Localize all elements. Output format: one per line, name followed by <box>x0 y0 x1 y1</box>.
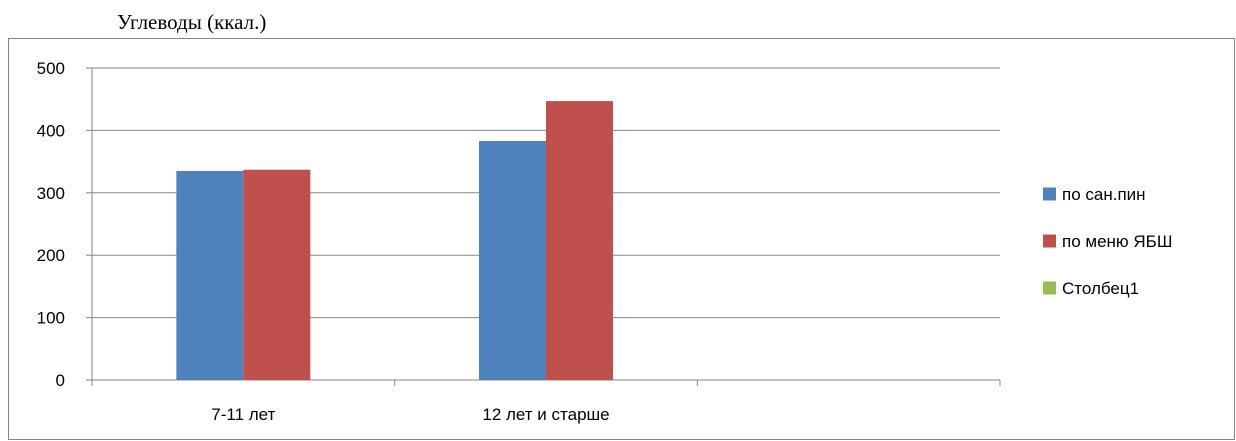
legend-label-0: по сан.пин <box>1062 185 1146 204</box>
y-tick-label: 300 <box>37 184 65 203</box>
legend-swatch-0 <box>1043 187 1056 201</box>
bar-menu-0 <box>243 169 311 380</box>
y-tick-label: 100 <box>37 309 65 328</box>
x-category-label: 12 лет и старше <box>482 405 609 424</box>
x-category-label: 7-11 лет <box>211 405 275 424</box>
bar-sanpin-1 <box>479 141 546 380</box>
chart-area <box>8 38 1235 440</box>
bar-menu-1 <box>546 101 613 381</box>
chart-title: Углеводы (ккал.) <box>117 10 267 34</box>
y-tick-label: 200 <box>37 246 65 265</box>
legend-label-2: Столбец1 <box>1062 279 1139 298</box>
legend-swatch-2 <box>1043 281 1056 295</box>
y-tick-label: 500 <box>37 59 65 78</box>
legend-label-1: по меню ЯБШ <box>1062 232 1172 251</box>
legend-swatch-1 <box>1043 234 1056 248</box>
bar-sanpin-0 <box>176 170 244 380</box>
y-tick-label: 0 <box>56 371 65 390</box>
y-tick-label: 400 <box>37 121 65 140</box>
